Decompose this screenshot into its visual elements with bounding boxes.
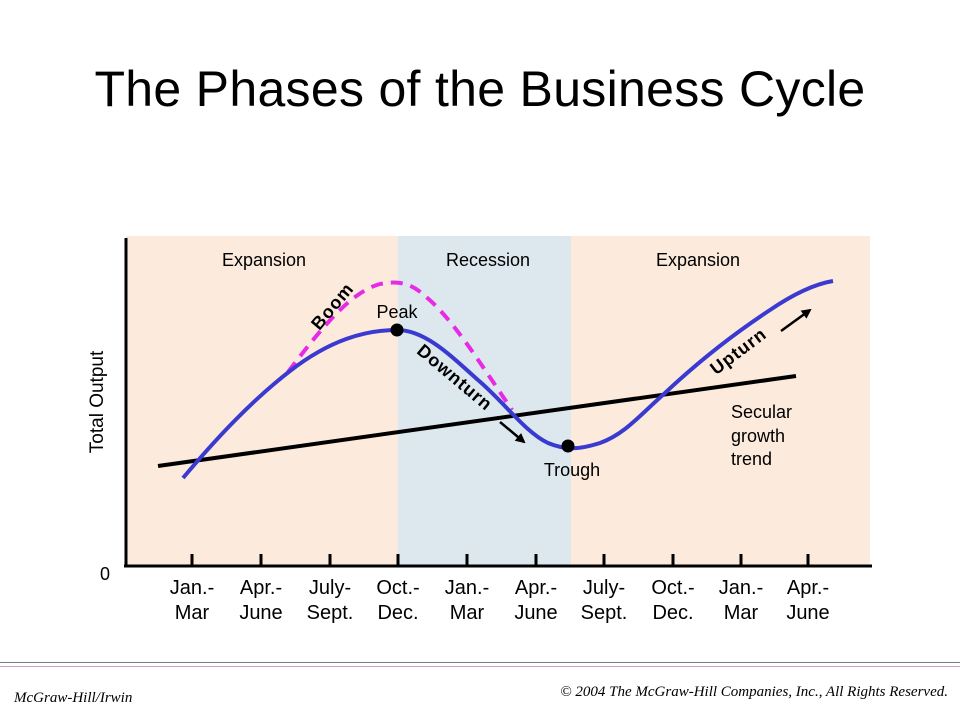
x-tick-label-line1: Oct.- xyxy=(651,577,694,599)
downturn-arrow xyxy=(499,421,526,444)
business-cycle-curve xyxy=(181,279,834,480)
x-tick-label-line1: Jan.- xyxy=(719,577,763,599)
expansion-band-left xyxy=(126,236,398,566)
x-tick-label-line1: July- xyxy=(309,577,351,599)
x-tick-label-line2: Dec. xyxy=(377,602,418,624)
upturn-arrow xyxy=(780,308,812,333)
x-tick-label-line2: Mar xyxy=(724,602,759,624)
peak-dot xyxy=(390,323,404,337)
x-tick-label-line1: Oct.- xyxy=(376,577,419,599)
x-ticks xyxy=(190,554,810,566)
x-tick-label-line2: June xyxy=(239,602,282,624)
boom-dashed-curve xyxy=(286,280,514,412)
y-axis-zero-label: 0 xyxy=(100,564,110,584)
x-tick-label-line1: Apr.- xyxy=(515,577,557,599)
x-tick-label-line2: June xyxy=(786,602,829,624)
trough-dot xyxy=(561,439,575,453)
footer-publisher: McGraw-Hill/Irwin xyxy=(14,690,133,706)
phase-label-recession: Recession xyxy=(446,250,530,270)
x-tick-label-line2: Mar xyxy=(450,602,485,624)
footer-divider-accent xyxy=(0,666,960,667)
phase-label-expansion-left: Expansion xyxy=(222,250,306,270)
recession-band xyxy=(398,236,571,566)
x-tick-label-line2: Sept. xyxy=(581,602,628,624)
peak-label: Peak xyxy=(376,302,418,322)
secular-trend-label-line1: Secular xyxy=(731,402,792,422)
trough-label: Trough xyxy=(544,460,600,480)
secular-trend-label-line2: growth xyxy=(731,426,785,446)
x-tick-label-line1: Apr.- xyxy=(787,577,829,599)
x-tick-label-line2: Sept. xyxy=(307,602,354,624)
x-tick-label-line1: Apr.- xyxy=(240,577,282,599)
x-tick-label-line2: June xyxy=(514,602,557,624)
footer-divider xyxy=(0,662,960,663)
x-tick-label-line1: July- xyxy=(583,577,625,599)
x-tick-label-line2: Mar xyxy=(175,602,210,624)
page-title: The Phases of the Business Cycle xyxy=(94,61,866,117)
footer-copyright: © 2004 The McGraw-Hill Companies, Inc., … xyxy=(560,684,948,700)
secular-trend-label-line3: trend xyxy=(731,449,772,469)
secular-trend-line xyxy=(157,374,797,468)
x-tick-labels: Jan.- Mar Apr.- June July- Sept. Oct.- D… xyxy=(170,577,830,624)
x-tick-label-line1: Jan.- xyxy=(445,577,489,599)
phase-label-expansion-right: Expansion xyxy=(656,250,740,270)
x-tick-label-line1: Jan.- xyxy=(170,577,214,599)
x-tick-label-line2: Dec. xyxy=(652,602,693,624)
y-axis-label: Total Output xyxy=(87,350,108,453)
